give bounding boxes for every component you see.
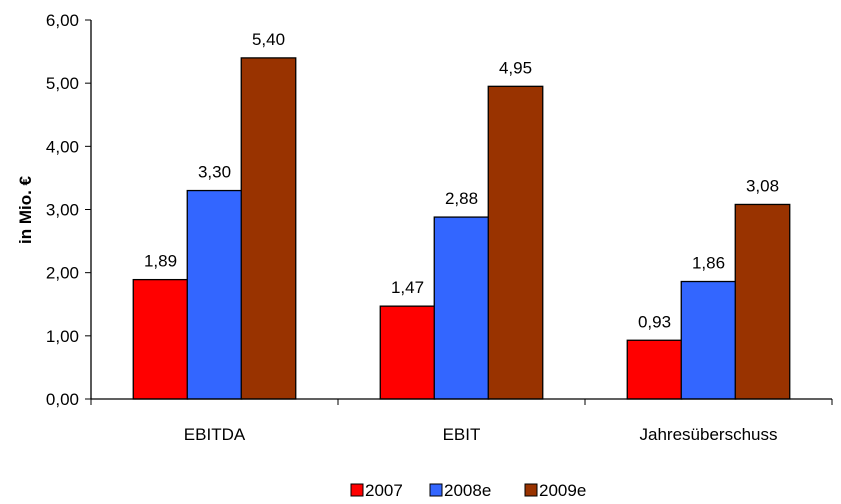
x-tick-label: Jahresüberschuss	[640, 425, 778, 444]
y-tick-label: 3,00	[46, 201, 79, 220]
bar-2009e-Jahresüberschuss	[734, 203, 791, 400]
y-axis-ticks: 0,00 1,00 2,00 3,00 4,00 5,00 6,00	[46, 11, 91, 409]
y-tick-label: 6,00	[46, 11, 79, 30]
data-label: 4,95	[499, 58, 532, 77]
data-labels: 1,89 3,30 5,40 1,47 2,88 4,95 0,93 1,86 3,08	[144, 30, 779, 331]
data-label: 1,89	[144, 252, 177, 271]
x-tick-label: EBIT	[443, 425, 481, 444]
data-label: 3,08	[746, 176, 779, 195]
bars	[132, 57, 791, 400]
x-tick-label: EBITDA	[184, 425, 246, 444]
legend-swatch-2008e	[429, 483, 443, 497]
bar-2007-Jahresüberschuss	[626, 339, 683, 400]
legend-label: 2007	[365, 481, 403, 500]
x-axis-ticks: EBITDA EBIT Jahresüberschuss	[184, 425, 778, 444]
legend-swatch-2007	[350, 483, 364, 497]
legend-label: 2008e	[444, 481, 491, 500]
y-tick-label: 0,00	[46, 390, 79, 409]
axes	[90, 20, 833, 405]
legend-label: 2009e	[539, 481, 586, 500]
bar-2007-EBITDA	[132, 278, 189, 400]
y-tick-label: 1,00	[46, 327, 79, 346]
data-label: 1,47	[391, 278, 424, 297]
bar-2007-EBIT	[379, 305, 436, 400]
bar-2008e-Jahresüberschuss	[680, 280, 737, 400]
y-tick-label: 4,00	[46, 137, 79, 156]
bar-2008e-EBIT	[433, 216, 490, 400]
bar-2008e-EBITDA	[186, 189, 243, 400]
y-tick-label: 5,00	[46, 74, 79, 93]
bar-2009e-EBITDA	[240, 57, 297, 400]
data-label: 0,93	[638, 312, 671, 331]
bar-2009e-EBIT	[487, 85, 544, 400]
data-label: 2,88	[445, 189, 478, 208]
data-label: 5,40	[252, 30, 285, 49]
data-label: 1,86	[692, 254, 725, 273]
data-label: 3,30	[198, 163, 231, 182]
y-tick-label: 2,00	[46, 264, 79, 283]
legend-swatch-2009e	[524, 483, 538, 497]
y-axis-title: in Mio. €	[16, 175, 35, 244]
legend: 2007 2008e 2009e	[350, 481, 586, 500]
